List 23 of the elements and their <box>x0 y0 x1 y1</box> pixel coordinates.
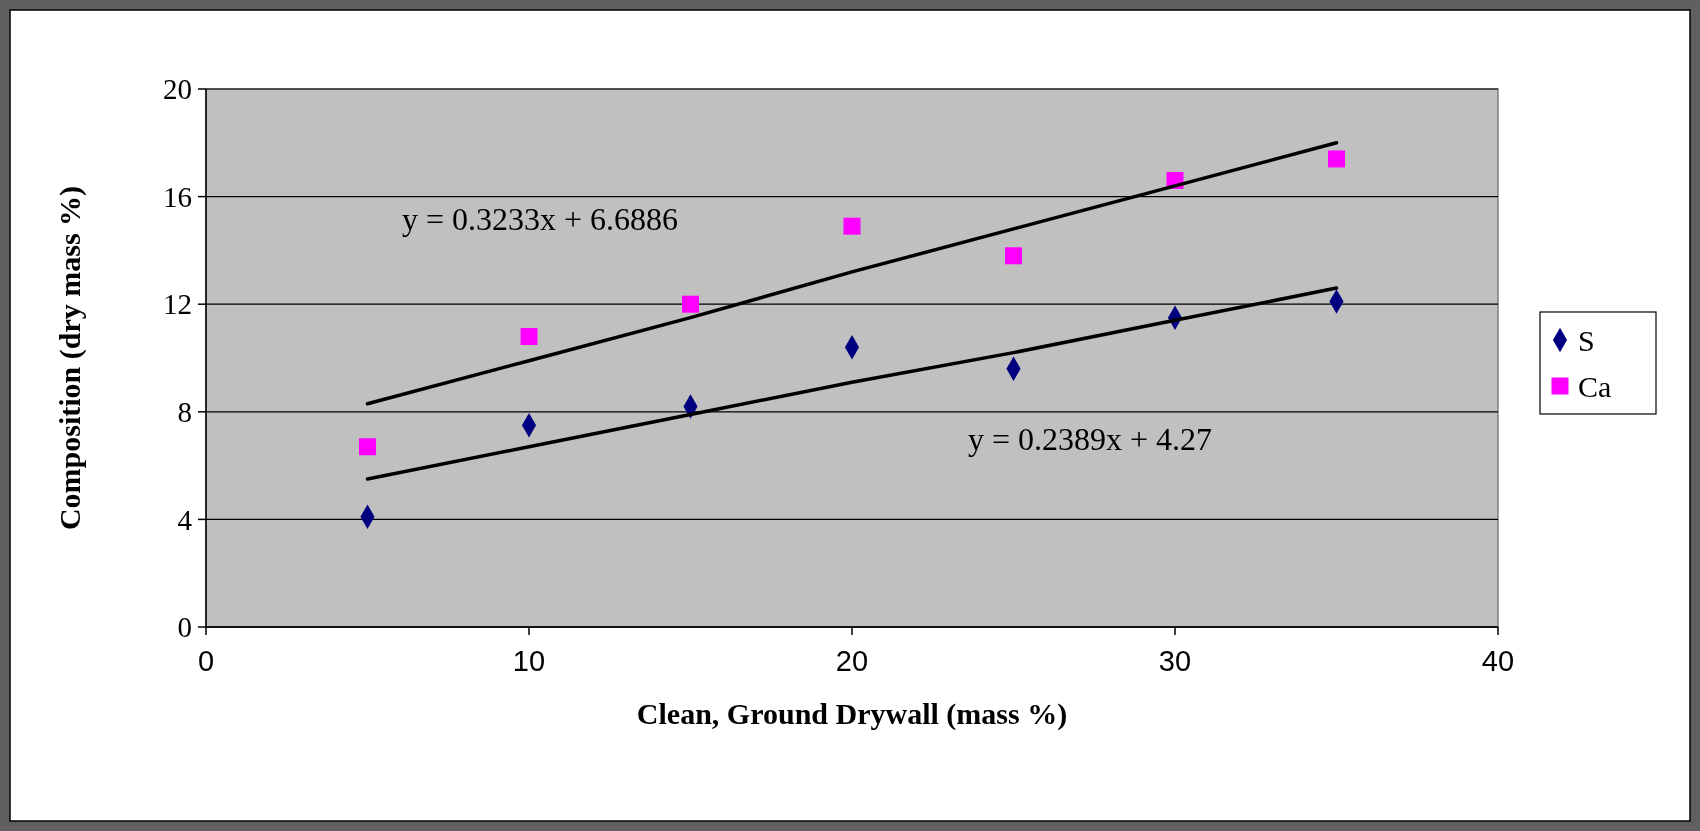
x-axis-title: Clean, Ground Drywall (mass %) <box>636 697 1068 731</box>
y-tick-label: 12 <box>163 288 192 321</box>
y-tick-label: 8 <box>177 395 192 428</box>
y-tick-label: 4 <box>177 503 193 536</box>
x-tick-label: 40 <box>1481 645 1515 677</box>
point <box>682 295 699 313</box>
x-tick-label: 20 <box>835 645 869 677</box>
x-tick-label: 10 <box>512 645 546 677</box>
x-tick-label: 30 <box>1158 645 1192 677</box>
y-tick-label: 0 <box>177 611 192 644</box>
y-tick-label: 20 <box>163 73 192 106</box>
point <box>1328 150 1345 168</box>
point <box>359 438 376 456</box>
legend-label: Ca <box>1578 369 1612 403</box>
y-axis-title: Composition (dry mass %) <box>53 185 87 531</box>
y-tick-label: 16 <box>163 180 192 213</box>
x-tick-label: 0 <box>197 645 215 677</box>
annotation: y = 0.2389x + 4.27 <box>967 421 1213 457</box>
point <box>520 327 538 345</box>
point <box>1005 247 1022 265</box>
legend-label: S <box>1578 323 1595 357</box>
annotation: y = 0.3233x + 6.6886 <box>401 201 679 237</box>
point <box>843 217 861 235</box>
